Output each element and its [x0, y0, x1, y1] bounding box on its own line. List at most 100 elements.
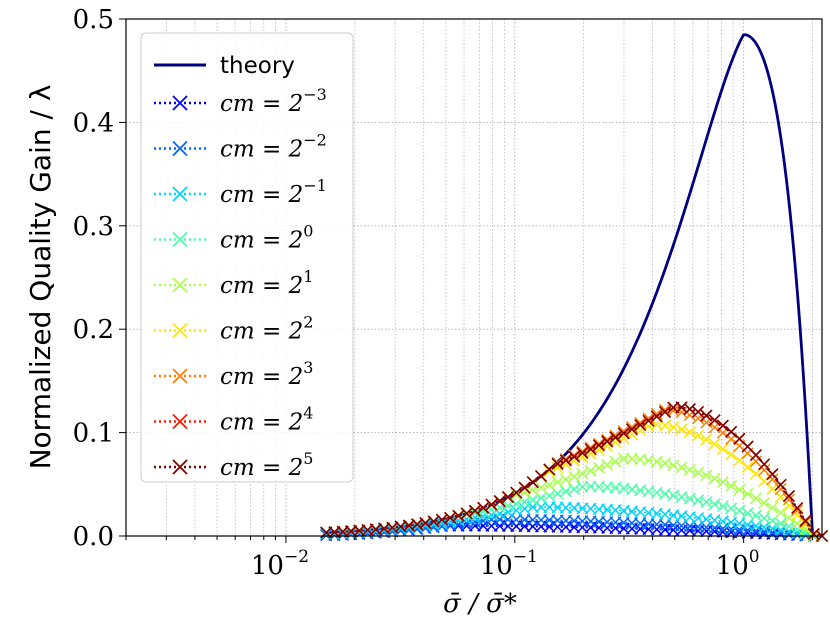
series-marker	[700, 496, 713, 509]
series-marker	[683, 426, 696, 439]
legend-marker	[172, 322, 188, 339]
series-marker	[708, 472, 721, 485]
y-tick-label: 0.3	[73, 212, 114, 242]
legend-label: cm = 23	[220, 358, 313, 390]
x-tick-label: 10−1	[480, 547, 538, 581]
series-marker	[675, 401, 688, 414]
series-marker	[592, 461, 605, 474]
legend-box	[140, 32, 354, 483]
series-marker	[749, 492, 762, 505]
series-marker	[766, 501, 779, 514]
legend-label: cm = 20	[220, 222, 313, 254]
series-marker	[725, 502, 738, 515]
series-marker	[650, 410, 663, 423]
series-marker	[460, 507, 473, 520]
series-marker	[584, 464, 597, 477]
series-marker	[510, 486, 523, 499]
series-marker	[774, 506, 787, 519]
series-marker	[716, 476, 729, 489]
series-marker	[634, 418, 647, 432]
series-marker	[774, 517, 787, 530]
series-marker	[468, 504, 482, 517]
curves	[320, 33, 829, 543]
series-marker	[733, 454, 746, 467]
series-marker	[807, 527, 820, 540]
series-marker	[708, 414, 721, 427]
series-marker	[716, 500, 729, 513]
series-marker	[675, 423, 688, 436]
y-tick-label: 0.4	[73, 108, 114, 138]
x-axis-label: σ̄ / σ̄*	[443, 589, 517, 619]
series-marker	[758, 512, 771, 525]
plot-frame	[125, 18, 823, 537]
series-marker	[708, 438, 721, 451]
y-axis-label: Normalized Quality Gain / λ	[24, 85, 57, 470]
series-marker	[477, 501, 490, 514]
series-marker	[774, 478, 787, 491]
series-marker	[782, 490, 795, 503]
series-marker	[733, 483, 746, 496]
series-marker	[758, 496, 771, 509]
legend-label: cm = 25	[220, 449, 313, 481]
y-tick-label: 0.0	[73, 522, 114, 552]
series-marker	[675, 406, 688, 419]
series-marker	[535, 481, 548, 494]
series-marker	[733, 504, 746, 517]
legend-label: cm = 21	[220, 267, 313, 299]
legend-label: cm = 2−1	[220, 176, 327, 208]
series-line	[326, 408, 823, 537]
series-marker	[741, 507, 754, 520]
ticks: 0.0 0.1 0.2 0.3 0.4 0.5 10−2 10−1 100	[73, 5, 814, 581]
series-marker	[559, 473, 572, 486]
series-marker	[501, 491, 515, 504]
legend: theory cm = 2−3cm = 2−2cm = 2−1cm = 20cm…	[140, 32, 354, 483]
series-marker	[692, 466, 705, 479]
series-marker	[766, 468, 779, 481]
series-marker	[518, 495, 531, 508]
y-tick-label: 0.5	[73, 5, 114, 35]
series-marker	[692, 405, 705, 418]
series-marker	[584, 441, 597, 454]
legend-marker	[172, 231, 188, 248]
series-marker	[609, 455, 622, 468]
legend-marker	[172, 368, 188, 384]
series-marker	[716, 419, 729, 432]
series-marker	[535, 470, 548, 483]
series-marker	[658, 405, 672, 419]
series-marker	[617, 427, 630, 440]
series-marker	[741, 460, 754, 473]
series-line	[326, 423, 823, 537]
series-8	[320, 401, 829, 543]
series-marker	[675, 461, 688, 474]
series-marker	[725, 425, 738, 438]
series-marker	[526, 476, 539, 489]
series-marker	[444, 511, 457, 524]
series-marker	[667, 459, 680, 472]
series-line	[326, 406, 823, 537]
series-marker	[642, 414, 655, 427]
series-marker	[601, 435, 614, 448]
y-tick-label: 0.1	[73, 419, 114, 449]
x-tick-label: 10−2	[251, 547, 309, 581]
x-tick-label: 100	[716, 547, 760, 581]
legend-marker	[172, 95, 188, 111]
legend-label: cm = 24	[220, 404, 313, 436]
series-marker	[741, 487, 754, 500]
series-marker	[799, 518, 812, 531]
legend-label: cm = 22	[220, 313, 313, 345]
series-marker	[692, 429, 705, 442]
series-marker	[592, 439, 605, 452]
series-marker	[576, 446, 589, 460]
legend-theory-label: theory	[220, 53, 295, 79]
series-marker	[700, 433, 713, 446]
series-marker	[452, 509, 465, 522]
legend-marker	[172, 459, 188, 475]
series-marker	[584, 443, 597, 456]
series-marker	[568, 483, 581, 496]
series-marker	[518, 481, 531, 494]
series-marker	[634, 416, 647, 429]
series-marker	[708, 498, 721, 511]
series-marker	[485, 498, 498, 511]
series-marker	[551, 457, 564, 470]
series-marker	[543, 463, 556, 476]
